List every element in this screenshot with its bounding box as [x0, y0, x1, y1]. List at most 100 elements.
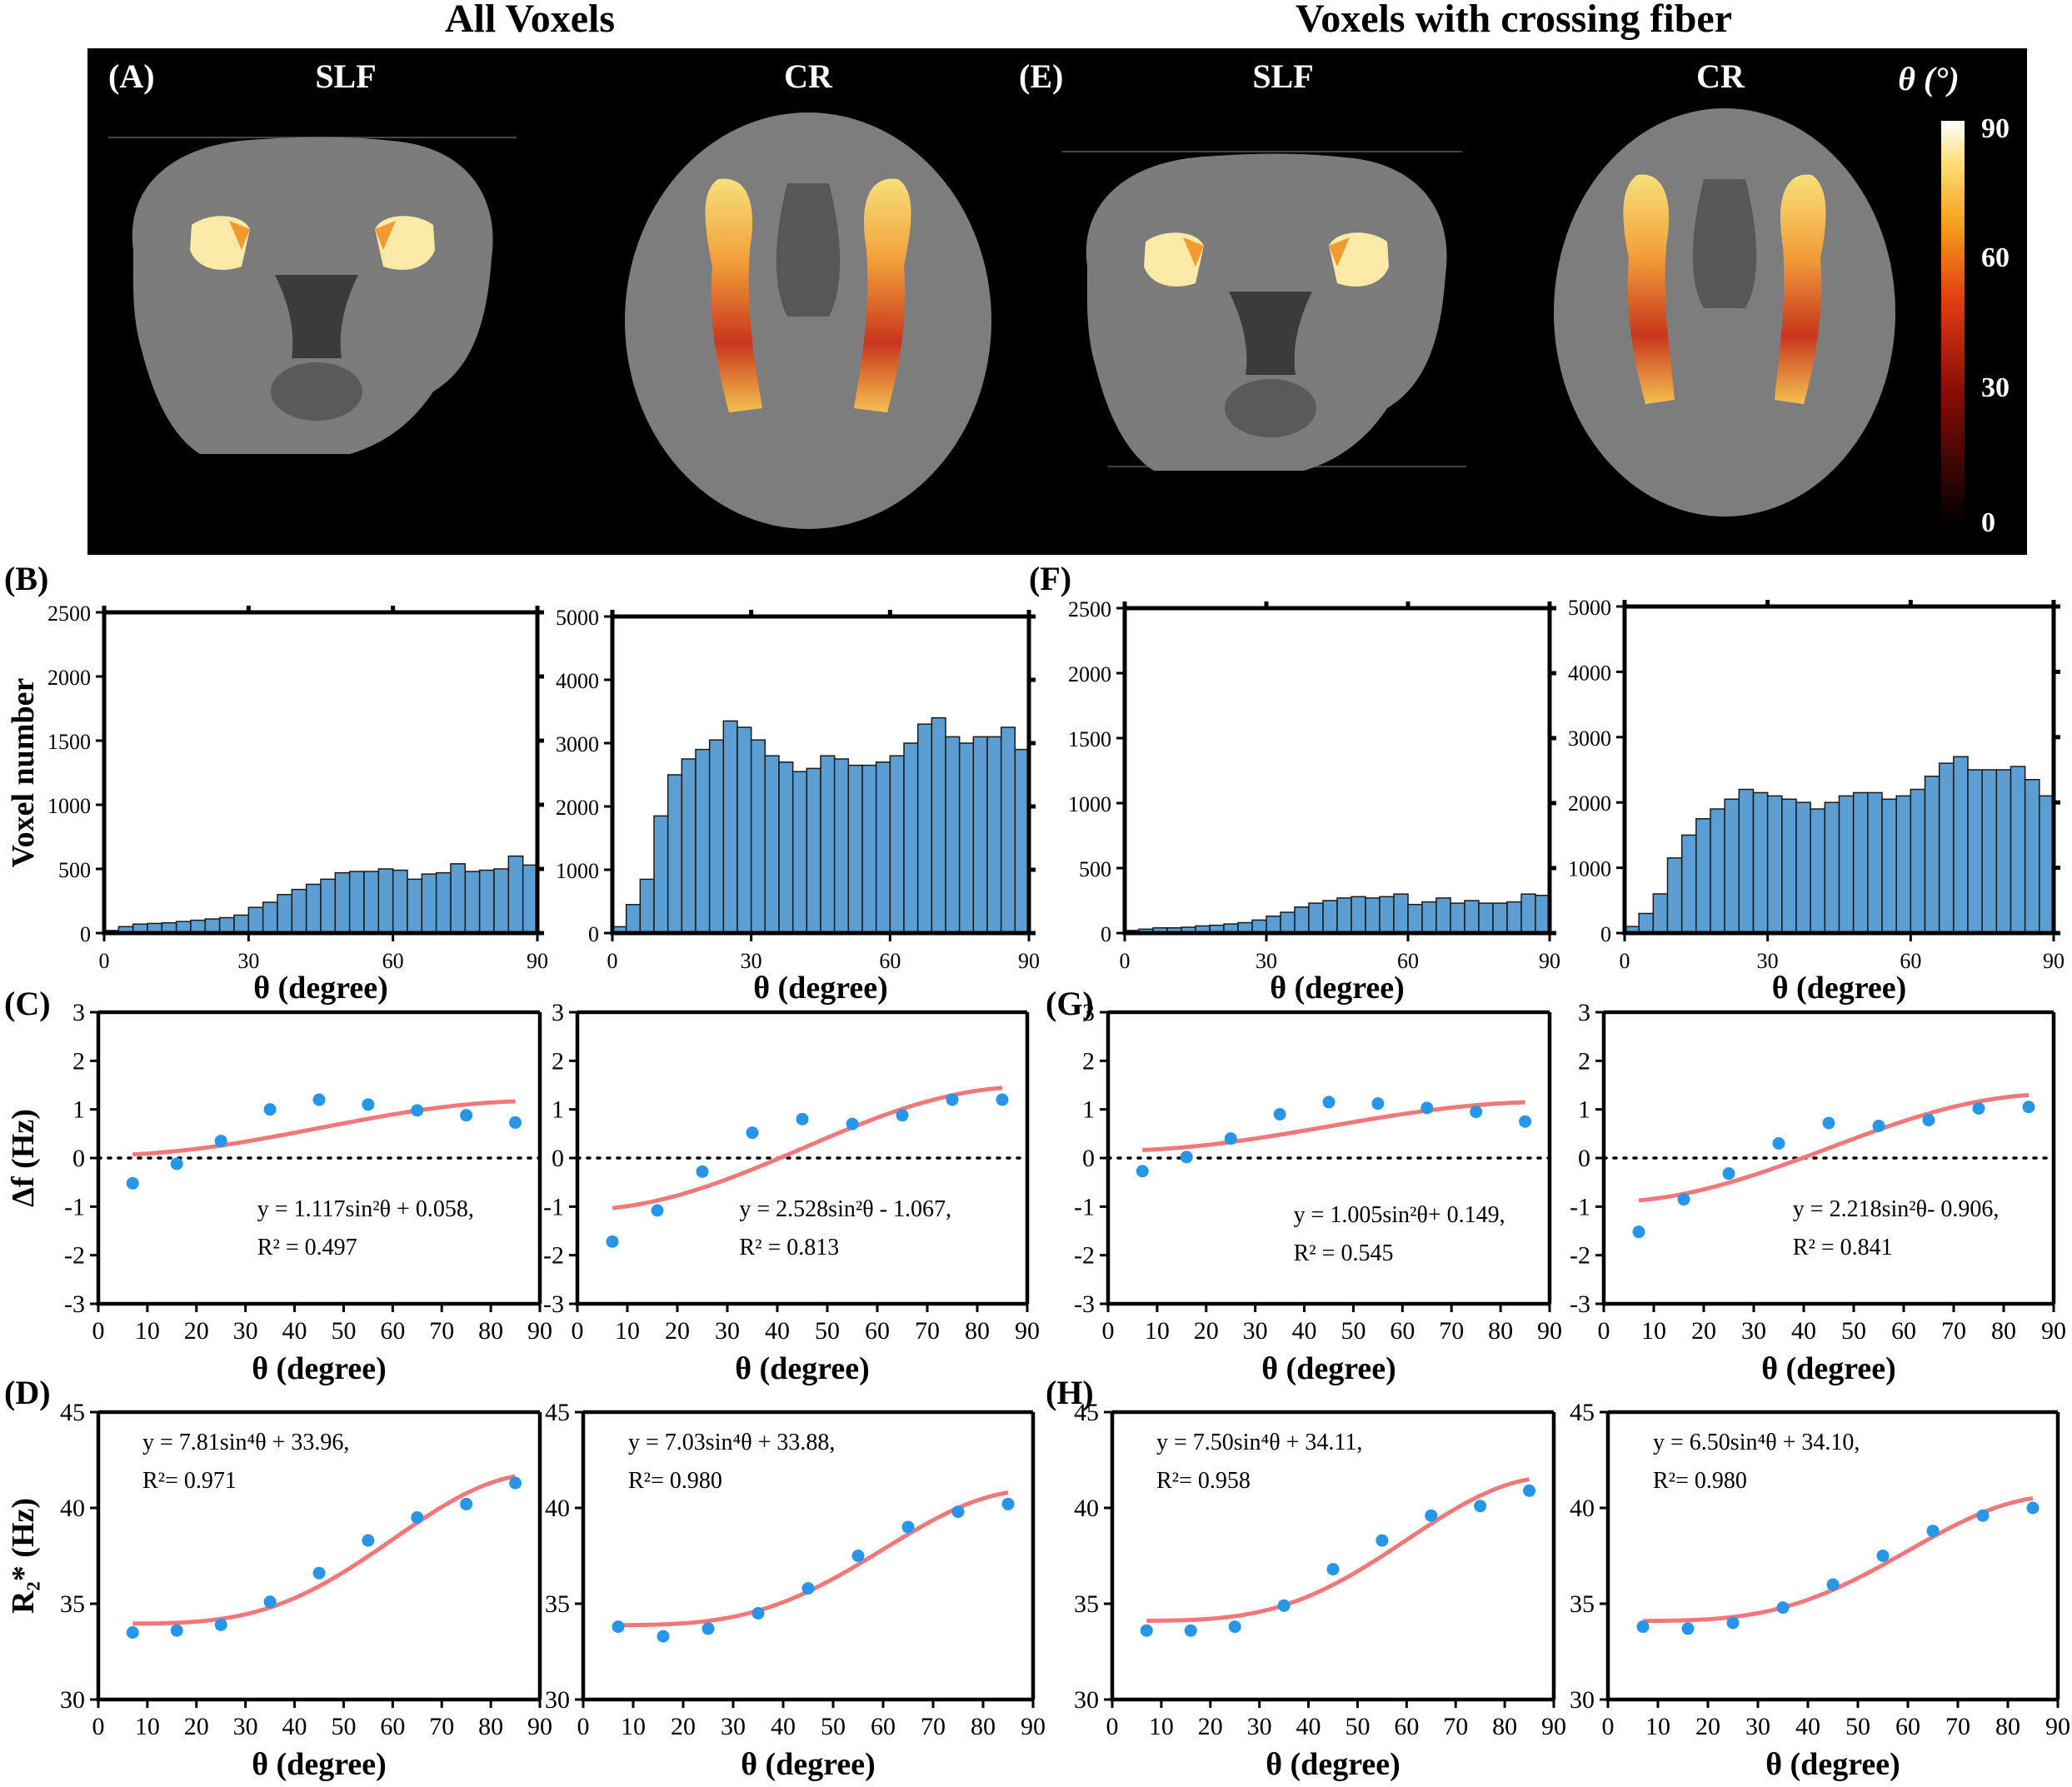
histogram-bar — [916, 723, 933, 934]
panel-letter-h: (H) — [1046, 1374, 1094, 1411]
x-tick-label: 70 — [429, 1317, 454, 1345]
axes-frame — [1122, 606, 1552, 936]
histogram-bar — [1280, 911, 1296, 934]
y-tick-label: 3 — [72, 999, 85, 1026]
x-tick-label: 60 — [871, 1713, 896, 1740]
histogram-bar — [1852, 791, 1869, 934]
fit-equation: y = 1.117sin²θ + 0.058, — [257, 1196, 474, 1222]
label-cr-e: CR — [1696, 57, 1745, 95]
histogram-bar — [722, 720, 738, 934]
y-tick-label: 2000 — [47, 666, 91, 690]
panel-letter-f: (F) — [1029, 560, 1071, 597]
data-point — [946, 1093, 959, 1106]
histogram-bar — [833, 758, 850, 934]
histogram-bar — [204, 918, 221, 934]
histogram-bar — [945, 736, 961, 934]
y-tick-label: 1500 — [1068, 727, 1111, 751]
colorbar-gradient — [1941, 121, 1965, 525]
data-point — [751, 1607, 765, 1620]
data-point — [1326, 1563, 1340, 1576]
y-tick-label: 3 — [1578, 999, 1590, 1026]
x-tick-label: 90 — [2043, 949, 2065, 973]
histogram-bar — [1967, 769, 1983, 934]
y-tick-label: 30 — [1074, 1686, 1099, 1714]
y-tick-label: -1 — [64, 1193, 85, 1220]
x-tick-label: 90 — [1021, 1713, 1046, 1740]
y-axis-label: R₂* (Hz) — [6, 1498, 41, 1614]
histogram-bar — [708, 739, 725, 934]
histogram-bar — [736, 726, 752, 934]
fit-curve — [132, 1099, 516, 1157]
x-tick-label: 30 — [1745, 1713, 1770, 1740]
histogram-bar — [750, 739, 766, 934]
fit-r-squared: R² = 0.841 — [1793, 1235, 1893, 1260]
x-tick-label: 50 — [331, 1317, 356, 1345]
x-tick-label: 90 — [1539, 949, 1560, 973]
colorbar-label: θ (°) — [1898, 60, 1959, 97]
y-tick-label: 2 — [1578, 1047, 1590, 1075]
histogram-bar — [377, 868, 394, 934]
x-tick-label: 30 — [715, 1317, 740, 1345]
chart-g2: 0 10 20 30 40 50 60 70 80 90 -3 -2 -1 0 1 2 3 θ (degree) y… — [1570, 999, 2066, 1386]
x-tick-label: 80 — [1492, 1713, 1517, 1740]
x-tick-label: 40 — [282, 1317, 307, 1345]
fit-equation: y = 6.50sin⁴θ + 34.10, — [1653, 1430, 1860, 1455]
y-tick-label: 4000 — [556, 669, 599, 693]
x-tick-label: 80 — [971, 1713, 996, 1740]
data-point — [606, 1235, 619, 1248]
data-point — [1681, 1622, 1695, 1635]
colorbar-tick: 90 — [1981, 113, 2010, 144]
data-point — [126, 1626, 139, 1639]
x-tick-label: 60 — [1900, 949, 1921, 973]
histogram-bar — [1336, 897, 1352, 934]
x-axis-label: θ (degree) — [252, 1747, 387, 1782]
y-tick-label: 0 — [72, 1145, 85, 1172]
y-tick-label: -2 — [1074, 1242, 1095, 1270]
data-point — [1677, 1193, 1690, 1206]
x-tick-label: 60 — [1891, 1317, 1916, 1345]
histogram-bar — [1407, 903, 1423, 934]
data-point — [214, 1618, 227, 1631]
data-point — [2022, 1101, 2035, 1114]
y-axis-label: Voxel number — [6, 678, 41, 868]
histogram-bar — [875, 761, 891, 934]
label-slf-a: SLF — [315, 57, 376, 95]
x-tick-label: 90 — [527, 949, 548, 973]
y-tick-label: 2500 — [1068, 597, 1111, 621]
panel-letter-a: (A) — [108, 57, 155, 95]
fit-equation: y = 1.005sin²θ+ 0.149, — [1294, 1202, 1505, 1228]
data-point — [460, 1109, 473, 1122]
x-tick-label: 30 — [1256, 949, 1277, 973]
fit-r-squared: R²= 0.980 — [628, 1468, 722, 1494]
data-point — [1470, 1106, 1483, 1119]
y-tick-label: 1000 — [1068, 792, 1111, 816]
y-tick-label: 35 — [1074, 1590, 1099, 1618]
y-tick-label: 1000 — [556, 859, 599, 883]
data-point — [263, 1595, 277, 1609]
fit-r-squared: R²= 0.958 — [1156, 1468, 1251, 1494]
y-tick-label: -2 — [64, 1242, 85, 1270]
fit-r-squared: R²= 0.980 — [1653, 1468, 1747, 1494]
data-point — [362, 1534, 375, 1547]
chart-g1: 0 10 20 30 40 50 60 70 80 90 -3 -2 -1 0 1 2 3 θ (degree) y… — [1074, 999, 1562, 1386]
y-axis-label: Δf (Hz) — [6, 1109, 41, 1207]
x-tick-label: 40 — [1795, 1713, 1820, 1740]
y-tick-label: 2 — [72, 1047, 85, 1075]
y-tick-label: -2 — [543, 1242, 564, 1270]
x-tick-label: 60 — [1397, 949, 1419, 973]
data-point — [796, 1112, 809, 1126]
x-tick-label: 10 — [621, 1713, 646, 1740]
histogram-bar — [435, 871, 452, 934]
histogram-bar — [1838, 795, 1855, 934]
x-axis-label: θ (degree) — [741, 1747, 876, 1782]
histogram-bar — [820, 755, 836, 934]
x-tick-label: 50 — [1345, 1713, 1370, 1740]
colorbar-tick: 0 — [1981, 507, 1995, 538]
fit-curve — [612, 1086, 1003, 1210]
axes-frame — [610, 614, 1031, 936]
histogram-bar — [1938, 762, 1955, 934]
chart-d2: 0 10 20 30 40 50 60 70 80 90 30 35 40 45 θ (degree) y =… — [545, 1399, 1046, 1782]
histogram-bar — [1000, 726, 1016, 934]
x-tick-label: 20 — [184, 1317, 209, 1345]
x-axis-label: θ (degree) — [735, 1351, 870, 1386]
